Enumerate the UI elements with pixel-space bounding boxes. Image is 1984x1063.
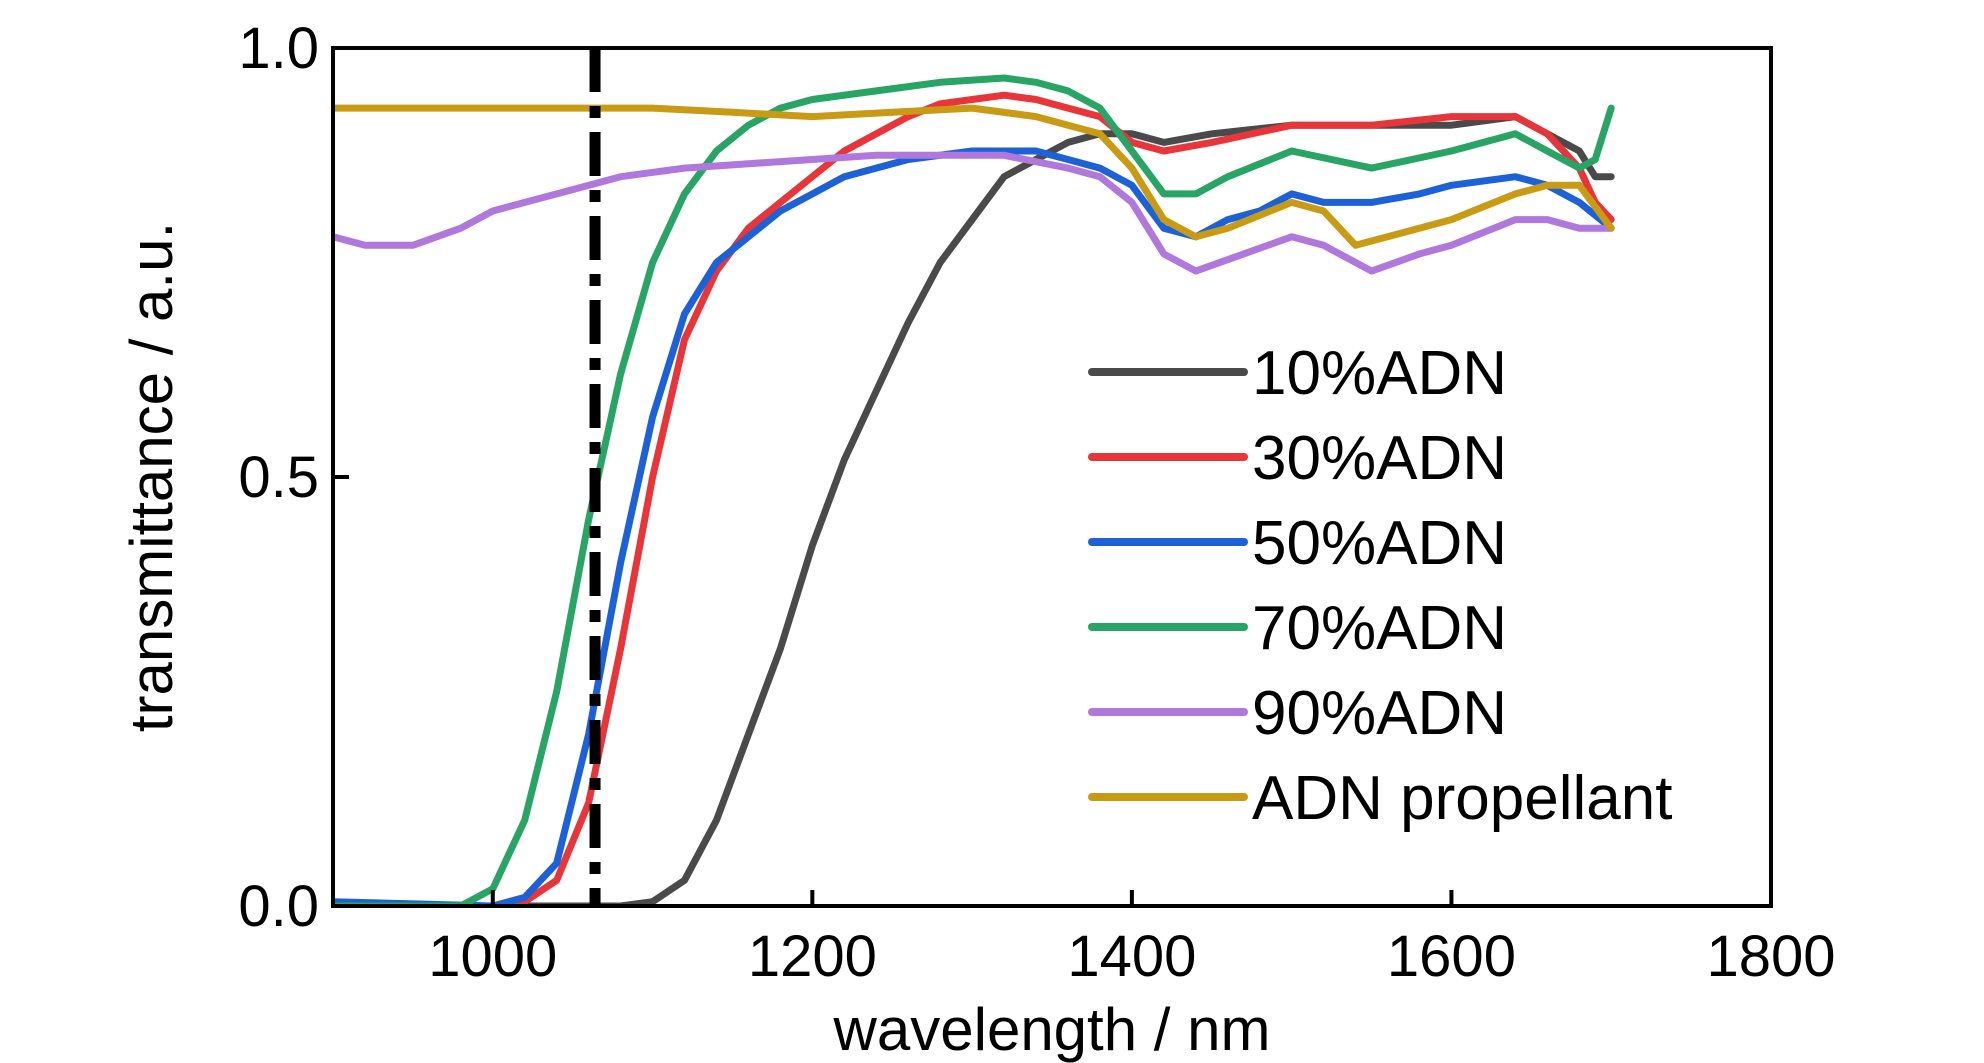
x-tick-label: 1400 xyxy=(1067,924,1196,989)
legend-label: 10%ADN xyxy=(1252,339,1507,408)
series-line-1 xyxy=(333,91,1615,906)
legend-label: 70%ADN xyxy=(1252,594,1507,663)
legend-label: ADN propellant xyxy=(1252,764,1672,833)
legend-label: 30%ADN xyxy=(1252,424,1507,493)
legend-label: 90%ADN xyxy=(1252,679,1507,748)
x-axis-label: wavelength / nm xyxy=(833,996,1271,1063)
series-line-0 xyxy=(333,113,1615,906)
series-line-4 xyxy=(333,151,1615,275)
y-tick-label: 0.5 xyxy=(238,445,319,510)
y-tick-label: 1.0 xyxy=(238,16,319,81)
x-tick-label: 1800 xyxy=(1706,924,1835,989)
y-tick-label: 0.0 xyxy=(238,874,319,939)
series-line-2 xyxy=(333,147,1615,906)
tick-layer: 1000 1200 1400 1600 1800 0.0 0.5 1.0 xyxy=(238,16,1835,989)
legend: 10%ADN 30%ADN 50%ADN 70%ADN 90%ADN ADN propel… xyxy=(1088,339,1672,833)
series-line-3 xyxy=(333,74,1615,906)
x-tick-label: 1600 xyxy=(1387,924,1516,989)
y-axis-label: transmittance / a.u. xyxy=(118,222,185,732)
x-tick-label: 1200 xyxy=(748,924,877,989)
series-line-5 xyxy=(333,104,1615,249)
series-layer xyxy=(333,74,1615,906)
x-tick-label: 1000 xyxy=(428,924,557,989)
legend-label: 50%ADN xyxy=(1252,509,1507,578)
